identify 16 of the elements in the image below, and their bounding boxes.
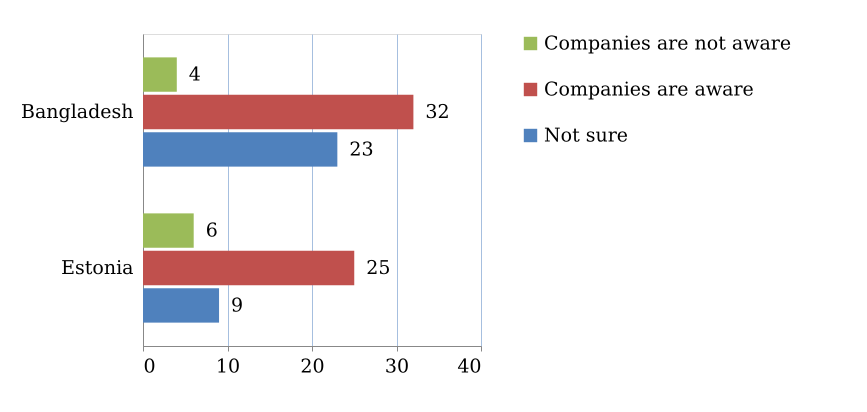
x-tick-label: 20	[300, 356, 325, 378]
data-label: 32	[425, 101, 450, 123]
x-tick-label: 0	[144, 356, 156, 378]
y-tick-label: Bangladesh	[21, 101, 134, 123]
legend-label: Companies are not aware	[544, 32, 792, 54]
data-label: 25	[366, 257, 390, 279]
x-tick-label: 30	[384, 356, 410, 378]
data-label: 6	[206, 220, 218, 242]
data-label: 9	[231, 294, 244, 316]
data-label: 4	[188, 64, 201, 86]
data-label: 23	[349, 138, 374, 160]
legend-label: Not sure	[544, 124, 628, 146]
y-tick-label: Estonia	[61, 257, 134, 279]
x-tick-label: 40	[457, 356, 482, 378]
x-tick-label: 10	[216, 356, 240, 378]
legend-label: Companies are aware	[544, 78, 754, 100]
